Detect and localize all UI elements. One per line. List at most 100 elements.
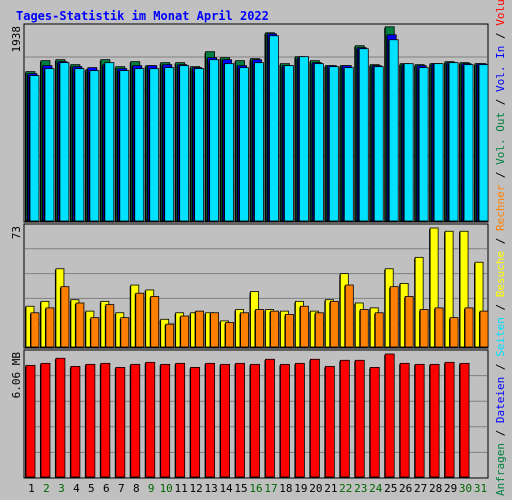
bar-seiten-day-3 [59, 62, 70, 222]
legend-separator: / [494, 297, 507, 317]
day-label-12: 12 [190, 482, 203, 495]
legend-separator: / [494, 165, 507, 185]
bar-rechner-day-5 [90, 317, 100, 348]
panel-max-label: 73 [10, 226, 23, 239]
day-label-19: 19 [294, 482, 307, 495]
bar-seiten-day-28 [433, 63, 444, 222]
chart-panel-2: 73 [10, 223, 489, 349]
bar-rechner-day-24 [374, 312, 384, 348]
bar-rechner-day-29 [449, 317, 459, 348]
legend-entry-vol-out: Vol. Out [494, 112, 507, 165]
bar-volumen-day-16 [250, 363, 260, 478]
bar-rechner-day-7 [120, 317, 130, 348]
day-label-29: 29 [444, 482, 457, 495]
bar-rechner-day-4 [75, 302, 85, 348]
bar-seiten-day-23 [358, 48, 369, 222]
bar-seiten-day-6 [104, 62, 115, 222]
bar-volumen-day-2 [40, 362, 51, 478]
bar-rechner-day-13 [210, 312, 220, 348]
day-label-21: 21 [324, 482, 337, 495]
bar-seiten-day-7 [119, 70, 130, 222]
bar-seiten-day-4 [74, 68, 85, 222]
bar-volumen-day-5 [85, 363, 96, 478]
day-label-13: 13 [204, 482, 217, 495]
bar-seiten-day-11 [179, 65, 190, 222]
bar-rechner-day-6 [105, 304, 115, 348]
bar-volumen-day-15 [235, 362, 245, 478]
bar-rechner-day-11 [180, 315, 190, 348]
bar-seiten-day-1 [29, 75, 40, 222]
day-label-14: 14 [219, 482, 233, 495]
chart-panel-1: 1938 [10, 23, 489, 223]
bar-rechner-day-28 [434, 307, 444, 348]
bar-volumen-day-6 [100, 362, 111, 478]
bar-seiten-day-13 [209, 59, 220, 222]
bar-rechner-day-17 [270, 310, 279, 348]
day-label-20: 20 [309, 482, 322, 495]
day-label-9: 9 [148, 482, 155, 495]
bar-seiten-day-21 [328, 66, 339, 222]
bar-volumen-day-29 [444, 361, 455, 478]
bar-rechner-day-1 [30, 312, 40, 348]
bar-rechner-day-27 [419, 309, 429, 348]
chart-panels: 1938 73 6.06 MB [10, 23, 489, 479]
bar-rechner-day-26 [404, 296, 414, 348]
bar-seiten-day-5 [89, 70, 100, 222]
bar-volumen-day-17 [265, 358, 275, 478]
bar-seiten-day-15 [239, 67, 249, 222]
bar-volumen-day-20 [309, 358, 320, 478]
bar-rechner-day-20 [314, 312, 324, 348]
panel-max-label: 6.06 MB [10, 352, 23, 399]
bar-rechner-day-25 [389, 286, 399, 348]
bar-volumen-day-27 [414, 363, 425, 478]
day-label-23: 23 [354, 482, 367, 495]
bar-seiten-day-19 [299, 56, 309, 222]
day-label-18: 18 [279, 482, 292, 495]
bar-rechner-day-14 [225, 322, 234, 348]
legend-entry-dateien: Dateien [494, 377, 507, 423]
legend-separator: / [494, 231, 507, 251]
chart-panel-3: 6.06 MB [10, 349, 489, 479]
bar-volumen-day-4 [70, 365, 81, 478]
bar-volumen-day-30 [459, 362, 470, 478]
day-label-5: 5 [88, 482, 95, 495]
bar-volumen-day-23 [354, 359, 365, 478]
bar-seiten-day-27 [418, 67, 429, 222]
bar-seiten-day-24 [373, 66, 384, 222]
legend-entry-rechner: Rechner [494, 184, 507, 231]
legend-entry-anfragen: Anfragen [494, 443, 507, 496]
day-label-31: 31 [474, 482, 487, 495]
bar-seiten-day-2 [44, 68, 55, 222]
day-label-1: 1 [28, 482, 35, 495]
legend-entry-volumen: Volumen [494, 0, 507, 26]
legend-entry-seiten: Seiten [494, 317, 507, 357]
legend-entry-besuche: Besuche [494, 251, 507, 297]
day-label-27: 27 [414, 482, 427, 495]
legend-separator: / [494, 423, 507, 443]
bar-rechner-day-21 [329, 300, 339, 348]
vertical-legend: Anfragen / Dateien / Seiten / Besuche / … [494, 0, 507, 496]
bar-volumen-day-24 [369, 366, 380, 478]
bar-volumen-day-12 [190, 366, 201, 478]
bar-volumen-day-7 [115, 366, 126, 478]
bar-rechner-day-9 [150, 296, 160, 348]
bar-rechner-day-3 [60, 286, 70, 348]
bar-volumen-day-9 [145, 361, 156, 478]
bar-rechner-day-8 [135, 292, 145, 348]
bar-seiten-day-9 [149, 68, 160, 222]
bar-seiten-day-25 [388, 39, 399, 222]
bar-volumen-day-18 [280, 363, 290, 478]
bar-seiten-day-26 [403, 63, 414, 222]
bar-seiten-day-8 [134, 68, 145, 222]
bar-volumen-day-10 [160, 363, 171, 478]
legend-separator: / [494, 26, 507, 46]
x-axis-day-labels: 1 2 3 4 5 6 7 8 9 10 11 12 13 14 15 16 17 18 19 20 21 22 23 24 2… [28, 482, 487, 495]
legend-entry-vol-in: Vol. In [494, 46, 507, 92]
bar-rechner-day-19 [300, 305, 309, 348]
day-label-8: 8 [133, 482, 140, 495]
day-label-7: 7 [118, 482, 125, 495]
day-label-15: 15 [234, 482, 247, 495]
bar-volumen-day-14 [220, 363, 230, 478]
bar-volumen-day-1 [25, 364, 36, 478]
